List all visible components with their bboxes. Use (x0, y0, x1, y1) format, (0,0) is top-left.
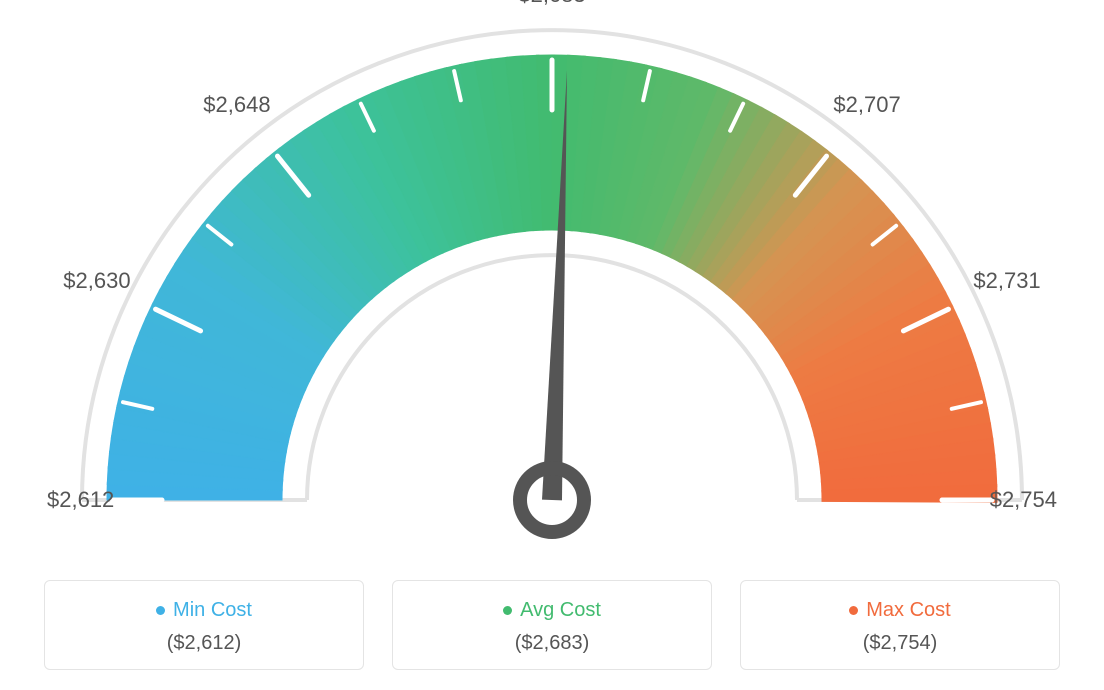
gauge-svg (30, 10, 1074, 570)
card-title-row: Max Cost (751, 599, 1049, 622)
gauge-chart: $2,612$2,630$2,648$2,683$2,707$2,731$2,7… (30, 10, 1074, 570)
max-title: Max Cost (866, 599, 950, 622)
summary-cards: Min Cost ($2,612) Avg Cost ($2,683) Max … (30, 580, 1074, 670)
max-value: ($2,754) (751, 632, 1049, 655)
gauge-tick-label: $2,707 (833, 92, 900, 118)
gauge-tick-label: $2,648 (203, 92, 270, 118)
gauge-tick-label: $2,612 (47, 487, 114, 513)
gauge-tick-label: $2,731 (973, 268, 1040, 294)
avg-title: Avg Cost (520, 599, 601, 622)
card-title-row: Avg Cost (403, 599, 701, 622)
gauge-tick-label: $2,683 (518, 0, 585, 8)
max-cost-card: Max Cost ($2,754) (740, 580, 1060, 670)
min-title: Min Cost (173, 599, 252, 622)
avg-dot-icon (503, 606, 512, 615)
max-dot-icon (849, 606, 858, 615)
min-cost-card: Min Cost ($2,612) (44, 580, 364, 670)
avg-value: ($2,683) (403, 632, 701, 655)
gauge-tick-label: $2,754 (990, 487, 1057, 513)
min-dot-icon (156, 606, 165, 615)
card-title-row: Min Cost (55, 599, 353, 622)
min-value: ($2,612) (55, 632, 353, 655)
gauge-tick-label: $2,630 (63, 268, 130, 294)
avg-cost-card: Avg Cost ($2,683) (392, 580, 712, 670)
